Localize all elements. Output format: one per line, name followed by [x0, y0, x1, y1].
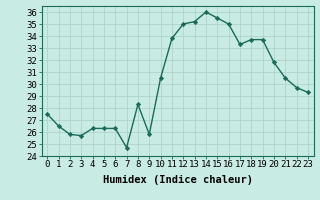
- X-axis label: Humidex (Indice chaleur): Humidex (Indice chaleur): [103, 175, 252, 185]
